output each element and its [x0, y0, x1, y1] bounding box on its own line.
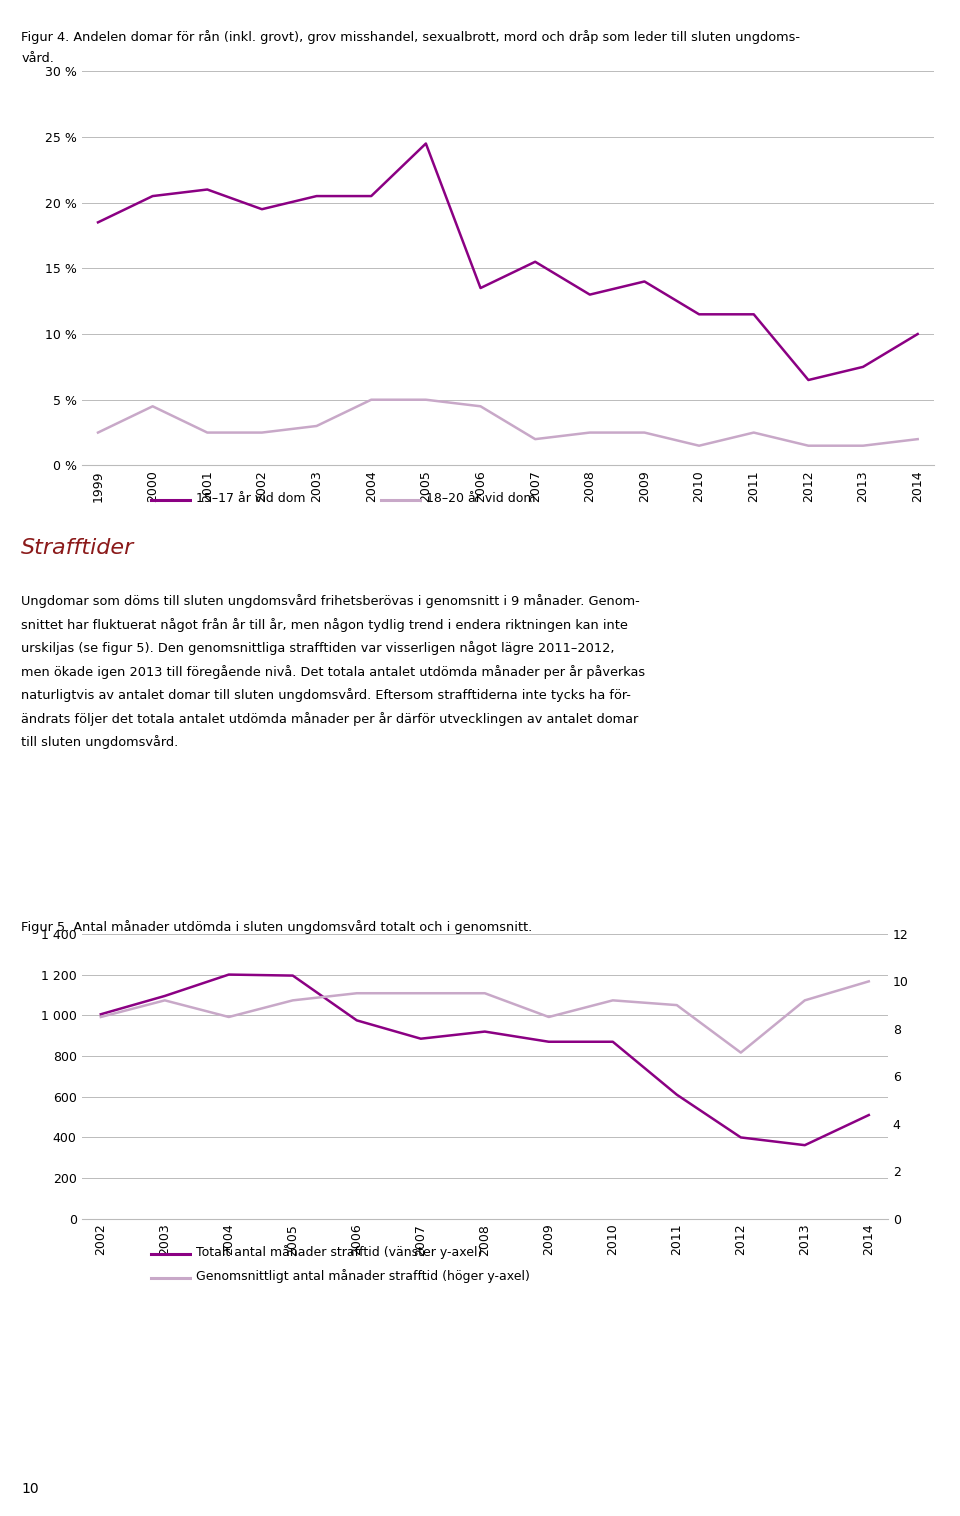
Text: Figur 5. Antal månader utdömda i sluten ungdomsvård totalt och i genomsnitt.: Figur 5. Antal månader utdömda i sluten … — [21, 920, 533, 934]
Text: urskiljas (se figur 5). Den genomsnittliga strafftiden var visserligen något läg: urskiljas (se figur 5). Den genomsnittli… — [21, 641, 614, 655]
Text: Ungdomar som döms till sluten ungdomsvård frihetsberövas i genomsnitt i 9 månade: Ungdomar som döms till sluten ungdomsvår… — [21, 594, 640, 608]
Text: Figur 4. Andelen domar för rån (inkl. grovt), grov misshandel, sexualbrott, mord: Figur 4. Andelen domar för rån (inkl. gr… — [21, 30, 800, 44]
Text: vård.: vård. — [21, 52, 54, 65]
Text: ändrats följer det totala antalet utdömda månader per år därför utvecklingen av : ändrats följer det totala antalet utdömd… — [21, 713, 638, 726]
Text: 10: 10 — [21, 1483, 38, 1496]
Text: till sluten ungdomsvård.: till sluten ungdomsvård. — [21, 735, 179, 749]
Text: Totalt antal månader strafftid (vänster y-axel): Totalt antal månader strafftid (vänster … — [196, 1245, 482, 1260]
Text: Genomsnittligt antal månader strafftid (höger y-axel): Genomsnittligt antal månader strafftid (… — [196, 1269, 530, 1284]
Text: men ökade igen 2013 till föregående nivå. Det totala antalet utdömda månader per: men ökade igen 2013 till föregående nivå… — [21, 664, 645, 679]
Text: naturligtvis av antalet domar till sluten ungdomsvård. Eftersom strafftiderna in: naturligtvis av antalet domar till slute… — [21, 688, 631, 702]
Text: 15–17 år vid dom: 15–17 år vid dom — [196, 493, 305, 505]
Text: 18–20 år vid dom: 18–20 år vid dom — [426, 493, 536, 505]
Text: snittet har fluktuerat något från år till år, men någon tydlig trend i endera ri: snittet har fluktuerat något från år til… — [21, 619, 628, 632]
Text: Strafftider: Strafftider — [21, 538, 134, 558]
